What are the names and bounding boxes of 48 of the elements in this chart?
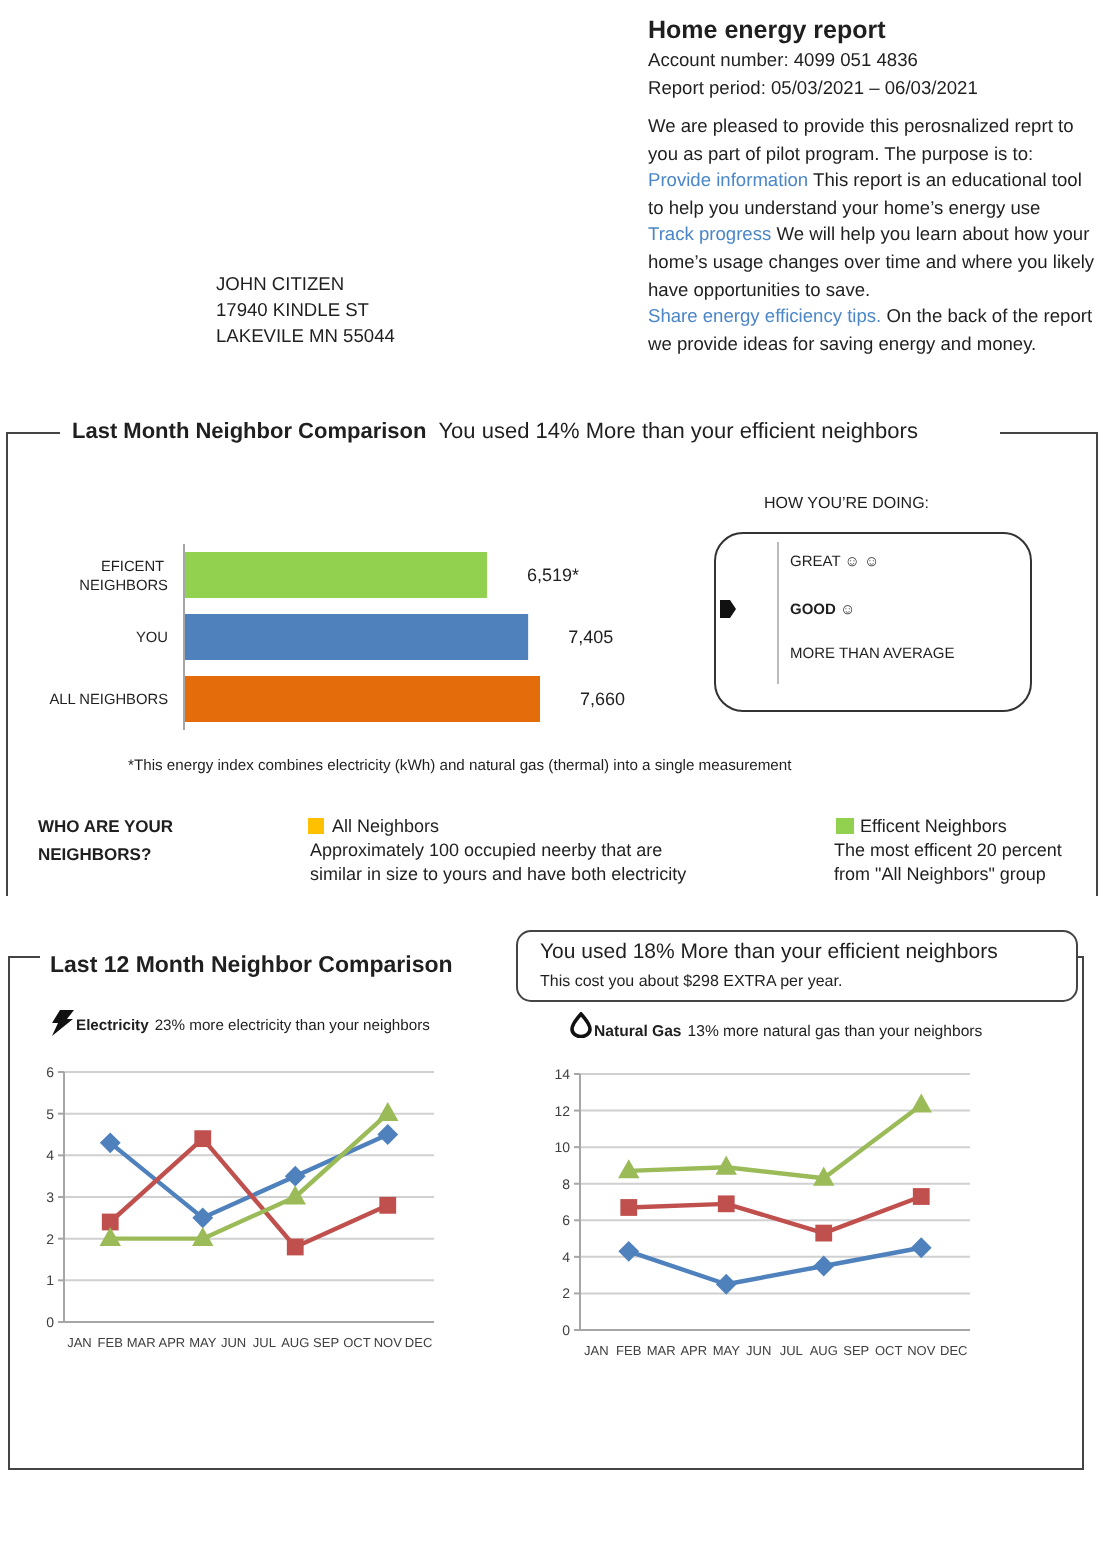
text: HOW YOU’RE DOING: — [764, 494, 930, 514]
text: This cost you about $298 EXTRA per year. — [540, 970, 843, 992]
text: JOHN CITIZEN — [216, 272, 347, 298]
point — [618, 1160, 639, 1179]
data-label: 6,519* — [526, 565, 581, 586]
text: 17940 KINDLE ST — [216, 298, 371, 324]
text: Provide information — [648, 170, 809, 191]
point — [716, 1274, 737, 1295]
text: Efficent Neighbors — [860, 814, 1007, 838]
text: Home energy report — [648, 16, 886, 46]
point — [716, 1156, 737, 1175]
text: Share energy efficiency tips. — [648, 306, 882, 327]
point — [194, 1130, 212, 1148]
point — [717, 1195, 735, 1213]
chart-title: Last Month Neighbor Comparison — [72, 418, 427, 446]
text: You used 14% More than your efficient neighbors — [438, 418, 918, 446]
text: Approximately 100 occupied neerby that are similar in size to yours and have both electricity — [310, 838, 689, 886]
point — [911, 1094, 932, 1113]
point — [285, 1166, 306, 1187]
text: You used 18% More than your efficient neighbors — [540, 938, 998, 966]
text: Report period: 05/03/2021 – 06/03/2021 — [648, 75, 978, 102]
point — [192, 1207, 213, 1228]
point — [377, 1124, 398, 1145]
text: The most efficent 20 percent from "All Neighbors" group — [834, 838, 1064, 886]
point — [912, 1188, 930, 1205]
point — [813, 1256, 834, 1276]
point — [813, 1167, 834, 1186]
text: WHO ARE YOUR NEIGHBORS? — [38, 814, 176, 867]
point — [100, 1228, 121, 1247]
point — [100, 1132, 121, 1153]
point — [379, 1196, 397, 1214]
text: LAKEVILE MN 55044 — [216, 324, 395, 350]
text: Track progress — [648, 224, 772, 245]
data-label: 7,405 — [568, 627, 614, 648]
point — [911, 1237, 932, 1258]
point — [101, 1213, 119, 1231]
text: We are pleased to provide this perosnalized reprt to you as part of pilot program. The purpose is to: — [648, 114, 1076, 168]
point — [620, 1199, 638, 1216]
text: Account number: 4099 051 4836 — [648, 48, 920, 74]
text: Last 12 Month Neighbor Comparison — [50, 952, 453, 982]
point — [286, 1238, 304, 1256]
point — [285, 1186, 306, 1205]
point — [377, 1103, 398, 1122]
point — [815, 1224, 833, 1242]
point — [192, 1228, 213, 1247]
data-label: 7,660 — [580, 689, 626, 710]
text: All Neighbors — [332, 814, 440, 838]
point — [618, 1241, 639, 1262]
